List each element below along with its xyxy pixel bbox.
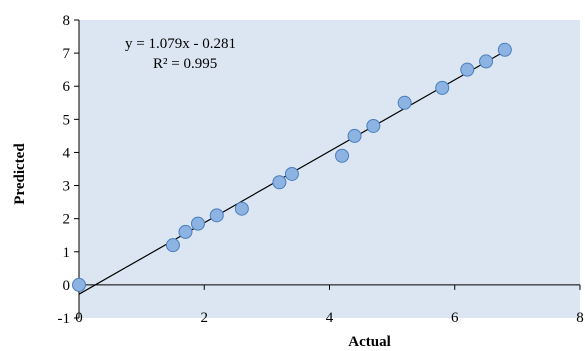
data-point (72, 277, 86, 292)
y-tick-label: -1 (58, 311, 71, 327)
trendline-equation: y = 1.079x - 0.281 (125, 36, 236, 52)
data-point (234, 201, 249, 216)
y-tick-label: 8 (63, 13, 71, 29)
data-point (272, 175, 287, 190)
y-tick-label: 0 (63, 278, 71, 294)
data-point (435, 80, 450, 95)
data-point (497, 42, 512, 57)
y-axis-label: Predicted (12, 143, 28, 205)
data-point (479, 54, 494, 69)
x-tick-label: 0 (75, 310, 83, 326)
data-point (335, 148, 350, 163)
x-tick-label: 4 (326, 310, 334, 326)
y-tick-label: 6 (63, 79, 71, 95)
x-tick-label: 2 (201, 310, 209, 326)
y-tick-label: 1 (63, 245, 71, 261)
x-tick-label: 6 (451, 310, 459, 326)
data-point (178, 224, 193, 239)
y-tick-label: 2 (63, 212, 71, 228)
data-point (284, 166, 299, 181)
y-tick-label: 4 (63, 145, 71, 161)
data-point (190, 216, 205, 231)
y-tick-label: 5 (63, 112, 71, 128)
data-point (460, 62, 475, 77)
plot-area (79, 20, 580, 318)
data-point (397, 95, 412, 110)
data-point (209, 208, 224, 223)
x-tick-label: 8 (576, 310, 584, 326)
data-point (165, 238, 180, 253)
x-axis-label: Actual (348, 334, 391, 350)
r-squared-label: R² = 0.995 (153, 56, 217, 72)
y-tick-label: 3 (63, 179, 71, 195)
data-point (366, 118, 381, 133)
data-point (347, 128, 362, 143)
y-tick-label: 7 (63, 46, 71, 62)
